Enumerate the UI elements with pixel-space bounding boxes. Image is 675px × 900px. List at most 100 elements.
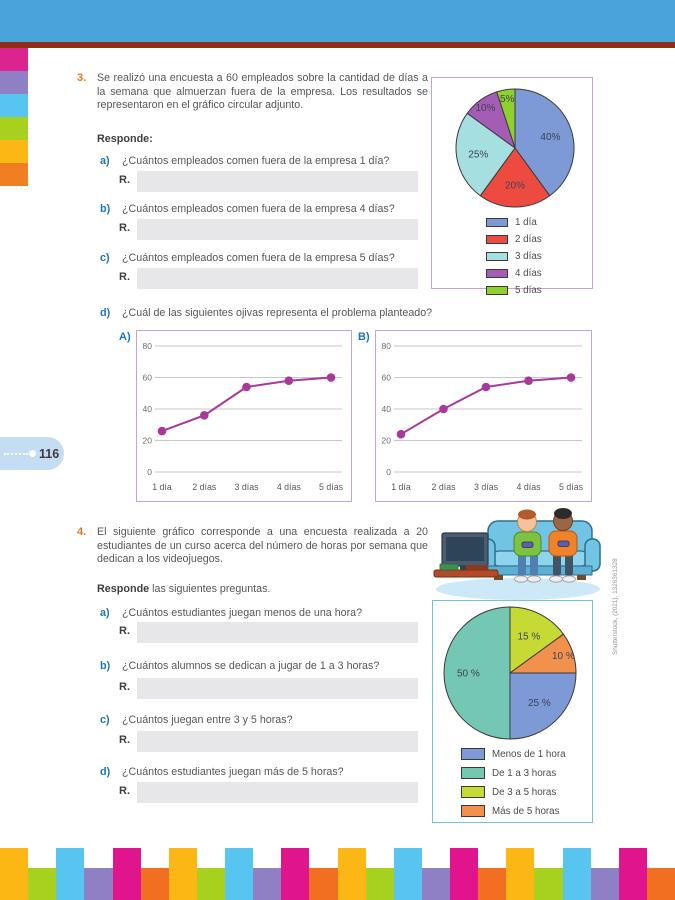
footer-bar (84, 868, 113, 900)
question-text: ¿Cuántos estudiantes juegan más de 5 hor… (122, 766, 344, 778)
legend-item: Más de 5 horas (461, 805, 620, 817)
legend-label: De 3 a 5 horas (492, 786, 557, 798)
footer-bar (168, 848, 197, 900)
pie-slice (455, 112, 516, 197)
question-text: ¿Cuántos empleados comen fuera de la emp… (122, 155, 390, 167)
answer-box[interactable] (137, 268, 418, 289)
legend-swatch (461, 748, 485, 760)
question-4b: b) ¿Cuántos alumnos se dedican a jugar d… (100, 660, 540, 674)
legend-swatch (486, 268, 508, 279)
footer-bar (421, 868, 450, 900)
legend-swatch (461, 767, 485, 779)
badge-dotted-leader (4, 452, 28, 455)
ogive-chart-a: 0 20 40 60 80 1 día 2 días 3 días 4 días 5 días (143, 341, 344, 492)
legend-swatch (486, 217, 508, 228)
y-tick-label: 80 (382, 341, 392, 351)
x-tick-label: 4 días (517, 482, 542, 492)
y-tick-label: 60 (143, 373, 153, 383)
x-tick-label: 1 día (391, 482, 411, 492)
footer-bar (646, 868, 675, 900)
pie-slice-label: 5% (500, 94, 515, 105)
data-point (200, 411, 209, 420)
y-tick-label: 0 (386, 467, 391, 477)
legend-label: De 1 a 3 horas (492, 767, 557, 779)
pie-chart-box-hours: 15 % 10 % 25 % 50 % Menos de 1 hora De 1 a 3… (432, 600, 593, 823)
pie-slice-label: 25% (468, 149, 488, 160)
legend-item: 5 días (486, 285, 646, 296)
strip-square (0, 48, 28, 71)
pie-slice-label: 40% (540, 132, 560, 143)
page-number: 116 (39, 446, 60, 461)
pie-chart-hours: 15 % 10 % 25 % 50 % (443, 606, 577, 740)
data-point (396, 429, 406, 439)
ogive-box-b: 0 20 40 60 80 1 día 2 días 3 días 4 días 5 días (375, 330, 592, 502)
answer-label: R. (119, 222, 130, 234)
ogive-box-a: 0 20 40 60 80 1 día 2 días 3 días 4 días 5 días (136, 330, 352, 502)
legend-item: Menos de 1 hora (461, 748, 620, 760)
option-a-label: A) (119, 331, 131, 343)
footer-bar (0, 848, 29, 900)
data-point (439, 404, 448, 414)
pie-slice (479, 147, 551, 208)
strip-square (0, 94, 28, 117)
strip-square (0, 163, 28, 186)
footer-bar (506, 848, 535, 900)
pie-slice-label: 50 % (457, 669, 480, 680)
exercise4-respond-line: Responde las siguientes preguntas. (97, 583, 428, 597)
answer-box[interactable] (137, 171, 418, 192)
pie-slice (496, 88, 516, 149)
legend-label: 2 días (515, 234, 542, 245)
pie-slice (514, 88, 575, 197)
pie-chart-days: 40% 20% 25% 10% 5% (455, 88, 575, 208)
answer-box[interactable] (137, 782, 418, 803)
answer-label: R. (119, 271, 130, 283)
footer-bar (253, 868, 282, 900)
legend-swatch (461, 805, 485, 817)
respond-bold: Responde (97, 583, 150, 595)
strip-square (0, 140, 28, 163)
question-4d: d) ¿Cuántos estudiantes juegan más de 5 … (100, 766, 540, 780)
answer-box[interactable] (137, 622, 418, 643)
question-letter: d) (100, 307, 111, 319)
y-tick-label: 80 (143, 341, 153, 351)
pie-slice-label: 15 % (518, 632, 541, 643)
question-letter: b) (100, 660, 111, 672)
footer-bars (0, 848, 675, 900)
question-letter: a) (100, 155, 110, 167)
footer-bar (337, 848, 366, 900)
legend-item: 1 día (486, 217, 646, 228)
answer-box[interactable] (137, 219, 418, 240)
left-color-strip (0, 48, 28, 186)
option-b-label: B) (358, 331, 370, 343)
data-point (326, 373, 336, 382)
header-band (0, 0, 675, 42)
answer-label: R. (119, 734, 130, 746)
question-3c: c) ¿Cuántos empleados comen fuera de la … (100, 252, 540, 266)
page-number-badge: 116 (0, 437, 64, 470)
answer-row-3b: R. (119, 219, 449, 241)
question-4c: c) ¿Cuántos juegan entre 3 y 5 horas? (100, 714, 540, 728)
y-tick-label: 20 (382, 436, 392, 446)
x-tick-label: 3 días (474, 482, 499, 492)
footer-bar (196, 868, 225, 900)
pie-slice (509, 606, 564, 674)
answer-box[interactable] (137, 731, 418, 752)
legend-item: 4 días (486, 268, 646, 279)
question-text: ¿Cuál de las siguientes ojivas represent… (122, 307, 433, 319)
y-tick-label: 0 (147, 467, 152, 477)
footer-bar (56, 848, 85, 900)
answer-row-4a: R. (119, 622, 449, 644)
answer-row-4c: R. (119, 731, 449, 753)
question-letter: c) (100, 714, 110, 726)
footer-bar (281, 848, 310, 900)
answer-box[interactable] (137, 678, 418, 699)
question-3b: b) ¿Cuántos empleados comen fuera de la … (100, 203, 540, 217)
data-point (157, 426, 167, 436)
exercise4-statement: El siguiente gráfico corresponde a una e… (97, 526, 428, 566)
legend-label: 1 día (515, 217, 537, 228)
footer-bar (534, 868, 563, 900)
answer-label: R. (119, 785, 130, 797)
answer-row-4d: R. (119, 782, 449, 804)
x-tick-label: 4 días (277, 482, 302, 492)
